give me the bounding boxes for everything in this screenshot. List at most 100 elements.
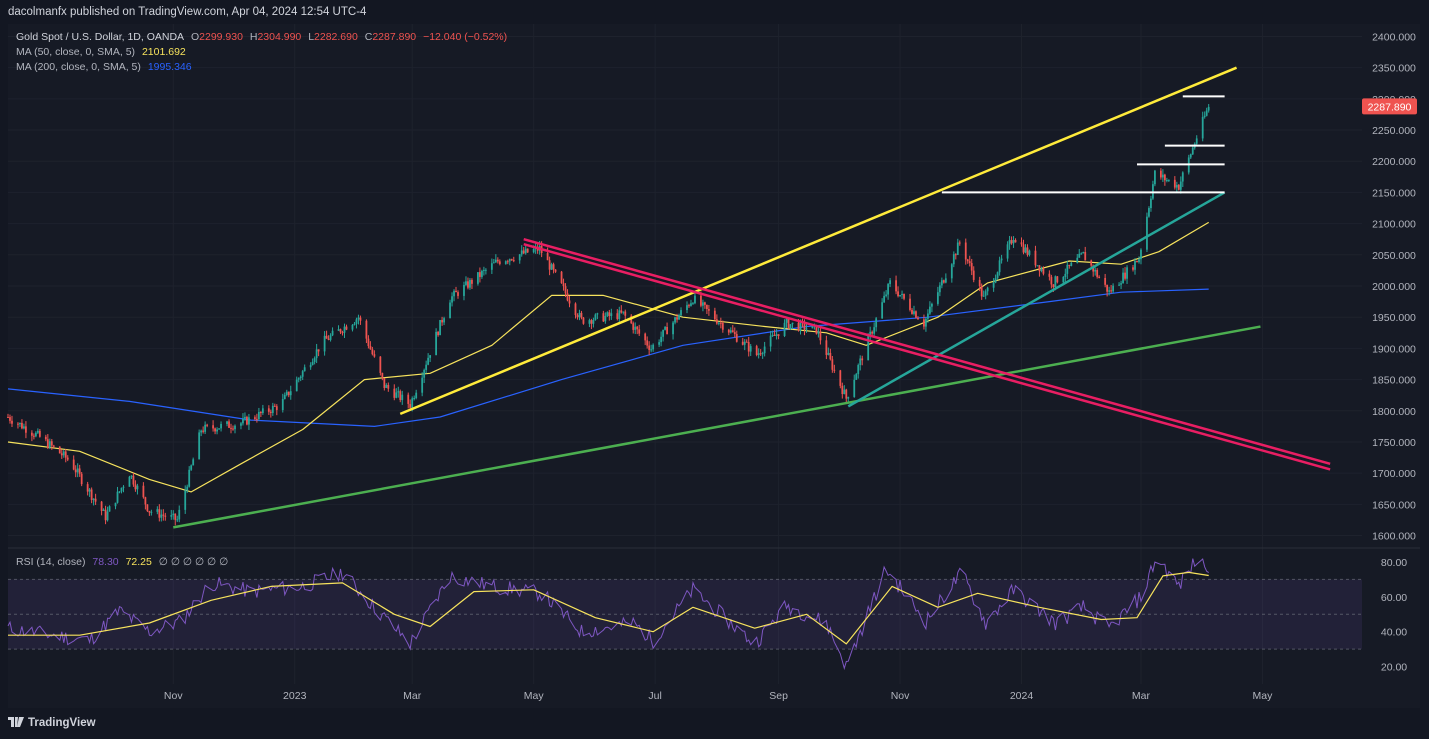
candle <box>1064 268 1067 283</box>
candle-body <box>1056 276 1059 283</box>
chart-frame[interactable] <box>8 24 1420 708</box>
candle-body <box>903 293 905 299</box>
candle <box>574 302 577 319</box>
candle-body <box>841 385 844 395</box>
candle <box>1028 249 1031 257</box>
rsi-y-tick-label: 20.00 <box>1381 662 1407 674</box>
candle <box>845 388 848 402</box>
candle-body <box>787 318 790 329</box>
candle <box>355 317 358 329</box>
candle-body <box>634 326 637 330</box>
candle-body <box>289 391 292 396</box>
candle-body <box>226 421 228 424</box>
candle-body <box>72 459 75 470</box>
candle-body <box>198 432 201 460</box>
candle-body <box>702 302 704 306</box>
candle-body <box>727 329 730 333</box>
candle <box>733 327 736 338</box>
candle <box>429 355 432 363</box>
x-tick-label: May <box>1253 690 1274 702</box>
candle-body <box>745 341 748 343</box>
candle <box>1138 256 1140 264</box>
candle-body <box>104 509 107 521</box>
rsi-line <box>7 558 1209 671</box>
candle-body <box>885 294 888 296</box>
candle <box>311 358 314 366</box>
candle <box>1159 168 1162 180</box>
candle-body <box>550 264 553 270</box>
candle <box>1008 235 1011 250</box>
candle <box>805 322 808 333</box>
candle-body <box>817 331 820 334</box>
candle <box>672 320 674 340</box>
candle-body <box>357 317 360 320</box>
candle <box>1106 284 1109 297</box>
candle <box>588 318 591 328</box>
candle <box>327 335 330 341</box>
candle-body <box>254 417 256 419</box>
candle-body <box>1048 273 1051 277</box>
candle <box>204 421 207 435</box>
candle <box>901 290 903 299</box>
rsi-y-tick-label: 40.00 <box>1381 627 1407 639</box>
candle-body <box>735 334 738 342</box>
candle-body <box>899 294 901 297</box>
candle <box>271 402 274 416</box>
candle <box>72 455 75 471</box>
candle-body <box>743 341 746 345</box>
candle <box>484 268 487 275</box>
candle <box>148 510 151 516</box>
candle-body <box>936 292 939 304</box>
candle-body <box>86 484 89 492</box>
candle-body <box>387 385 390 389</box>
candle <box>190 464 193 471</box>
candle-body <box>1064 273 1067 278</box>
candle-body <box>295 379 298 392</box>
candle <box>90 487 93 504</box>
candle <box>1012 236 1015 248</box>
candle-body <box>678 315 680 320</box>
candle-body <box>867 335 870 361</box>
candle-body <box>873 327 876 334</box>
candle-body <box>184 490 187 510</box>
candle <box>994 274 997 284</box>
candle-body <box>769 335 772 347</box>
candle <box>369 341 372 350</box>
candle-body <box>50 441 53 446</box>
candle-body <box>146 504 149 511</box>
tradingview-logo[interactable]: TradingView <box>8 712 96 734</box>
candle <box>936 286 939 306</box>
candle <box>242 413 244 426</box>
candle <box>757 348 760 359</box>
candle <box>676 313 678 323</box>
candle-body <box>477 272 479 284</box>
candle <box>206 423 209 428</box>
candle <box>624 309 627 321</box>
candle-body <box>455 290 457 293</box>
candle-body <box>92 498 95 500</box>
candle-body <box>510 259 513 261</box>
candle <box>825 335 828 360</box>
candle-body <box>1136 260 1138 263</box>
candle <box>1205 107 1208 117</box>
candle <box>1140 248 1142 265</box>
y-tick-label: 2400.000 <box>1372 31 1416 43</box>
candle <box>465 276 467 287</box>
candle-body <box>383 377 386 388</box>
candle-body <box>1104 277 1107 285</box>
candle <box>883 291 886 304</box>
candle <box>1022 239 1025 255</box>
candle-body <box>134 484 137 490</box>
candle-body <box>313 358 316 362</box>
candle-body <box>401 394 404 401</box>
candle-body <box>271 405 274 413</box>
candle <box>313 356 316 365</box>
candle <box>829 348 832 361</box>
candle-body <box>646 340 649 346</box>
candle <box>492 258 495 264</box>
candle <box>727 328 730 336</box>
candle-body <box>706 304 708 310</box>
last-price-tag <box>1362 98 1417 115</box>
candle <box>564 283 567 298</box>
